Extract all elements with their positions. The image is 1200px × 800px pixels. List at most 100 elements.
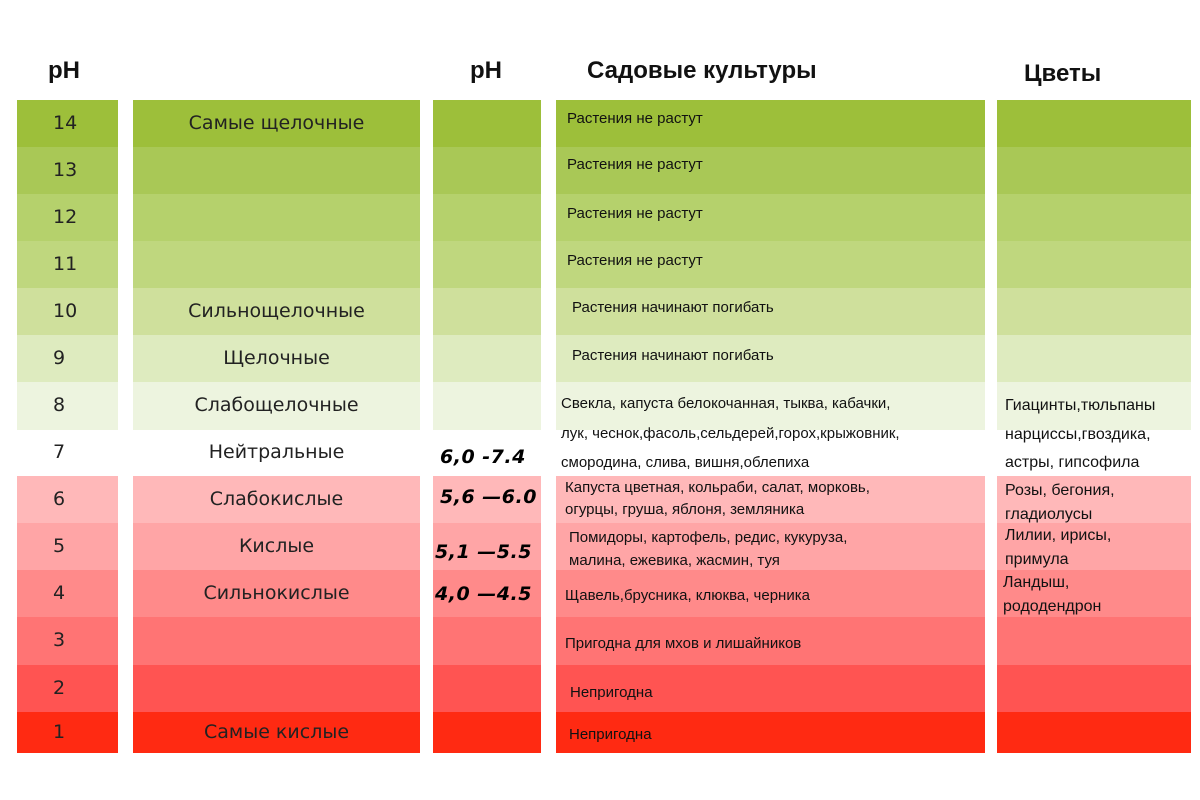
ph-range-neutral: 6,0 -7.4 — [440, 446, 526, 468]
acidity-name-cell-ph11 — [133, 241, 420, 288]
garden-cell-ph3 — [556, 617, 985, 665]
acidity-name-cell-ph3 — [133, 617, 420, 665]
acidity-name-cell-ph4 — [133, 570, 420, 617]
flowers-cell-ph11 — [997, 241, 1191, 288]
ph-range-cell-ph10 — [433, 288, 541, 335]
flowers-cell-ph14 — [997, 100, 1191, 147]
acidity-name-cell-ph10 — [133, 288, 420, 335]
garden-cell-ph9 — [556, 335, 985, 382]
garden-text-ph5-line1: Помидоры, картофель, редис, кукуруза, — [569, 529, 848, 546]
acidity-name: Нейтральные — [208, 441, 345, 463]
flowers-text-ph5-line1: Лилии, ирисы, — [1005, 527, 1112, 544]
acidity-name-cell-ph7 — [133, 430, 420, 476]
ph-value: 13 — [53, 159, 78, 181]
flowers-cell-ph9 — [997, 335, 1191, 382]
flowers-cell-ph1 — [997, 712, 1191, 753]
ph-value: 11 — [53, 253, 78, 275]
flowers-text-ph4-line2: рододендрон — [1003, 598, 1102, 615]
ph-value: 12 — [53, 206, 78, 228]
garden-cell-ph10 — [556, 288, 985, 335]
ph-value: 8 — [53, 394, 66, 416]
garden-text-ph1: Непригодна — [569, 726, 652, 743]
ph-number-column: 14 13 12 11 10 9 8 7 6 5 4 3 2 1 — [17, 100, 118, 753]
ph-number-cell-ph11 — [17, 241, 118, 288]
ph-value: 3 — [53, 629, 66, 651]
acidity-name-cell-ph9 — [133, 335, 420, 382]
garden-text-ph2: Непригодна — [570, 684, 653, 701]
ph-range-cell-ph4 — [433, 570, 541, 617]
garden-cell-ph5 — [556, 523, 985, 570]
ph-header-middle: pH — [470, 57, 502, 84]
flowers-header: Цветы — [1024, 60, 1102, 87]
ph-value: 1 — [53, 721, 66, 743]
ph-number-cell-ph8 — [17, 382, 118, 430]
ph-range-cell-ph6 — [433, 476, 541, 523]
garden-text-ph6-line1: Капуста цветная, кольраби, салат, морков… — [565, 479, 870, 496]
acidity-name-cell-ph13 — [133, 147, 420, 194]
garden-text-ph8-line2: лук, чеснок,фасоль,сельдерей,горох,крыжо… — [561, 425, 900, 442]
flowers-cell-ph12 — [997, 194, 1191, 241]
flowers-cell-ph7 — [997, 430, 1191, 476]
acidity-name: Щелочные — [223, 347, 330, 369]
ph-value: 4 — [53, 582, 66, 604]
acidity-name-cell-ph6 — [133, 476, 420, 523]
garden-cell-ph7 — [556, 430, 985, 476]
garden-text-ph12: Растения не растут — [567, 205, 703, 222]
flowers-text-ph6-line2: гладиолусы — [1005, 506, 1093, 523]
garden-cell-ph2 — [556, 665, 985, 712]
ph-range-cell-ph13 — [433, 147, 541, 194]
flowers-cell-ph2 — [997, 665, 1191, 712]
ph-number-cell-ph2 — [17, 665, 118, 712]
ph-number-cell-ph9 — [17, 335, 118, 382]
garden-cell-ph4 — [556, 570, 985, 617]
ph-range-cell-ph2 — [433, 665, 541, 712]
garden-text-ph3: Пригодна для мхов и лишайников — [565, 635, 802, 652]
garden-crops-column — [556, 100, 985, 753]
flowers-cell-ph4 — [997, 570, 1191, 617]
ph-value: 2 — [53, 677, 66, 699]
acidity-name: Сильнощелочные — [188, 300, 365, 322]
ph-number-cell-ph3 — [17, 617, 118, 665]
acidity-name: Самые щелочные — [188, 112, 365, 134]
acidity-name: Слабокислые — [209, 488, 344, 510]
ph-range-strongly-acidic: 4,0 —4.5 — [435, 583, 532, 605]
garden-text-ph14: Растения не растут — [567, 110, 703, 127]
garden-text-ph10: Растения начинают погибать — [572, 299, 774, 316]
ph-number-cell-ph13 — [17, 147, 118, 194]
garden-text-ph4: Щавель,брусника, клюква, черника — [565, 587, 810, 604]
flowers-text-ph6-line1: Розы, бегония, — [1005, 482, 1115, 499]
garden-cell-ph13 — [556, 147, 985, 194]
ph-range-slightly-acidic: 5,6 —6.0 — [440, 486, 537, 508]
ph-range-cell-ph9 — [433, 335, 541, 382]
ph-range-cell-ph5 — [433, 523, 541, 570]
ph-range-cell-ph7 — [433, 430, 541, 476]
flowers-cell-ph3 — [997, 617, 1191, 665]
garden-cell-ph8 — [556, 382, 985, 430]
ph-value: 9 — [53, 347, 66, 369]
acidity-name-column: Самые щелочные Сильнощелочные Щелочные Слаб… — [133, 100, 420, 753]
garden-text-ph13: Растения не растут — [567, 156, 703, 173]
flowers-text-ph8-line1: Гиацинты,тюльпаны — [1005, 397, 1156, 414]
acidity-name: Сильнокислые — [203, 582, 350, 604]
flowers-text-ph4-line1: Ландыш, — [1003, 574, 1070, 591]
garden-text-ph8-line1: Свекла, капуста белокочанная, тыква, каб… — [561, 395, 891, 412]
flowers-cell-ph6 — [997, 476, 1191, 523]
acidity-name-cell-ph8 — [133, 382, 420, 430]
ph-range-cell-ph11 — [433, 241, 541, 288]
ph-number-cell-ph1 — [17, 712, 118, 753]
acidity-name-cell-ph5 — [133, 523, 420, 570]
acidity-name: Слабощелочные — [194, 394, 359, 416]
acidity-name-cell-ph2 — [133, 665, 420, 712]
ph-range-cell-ph12 — [433, 194, 541, 241]
flowers-cell-ph5 — [997, 523, 1191, 570]
ph-number-cell-ph10 — [17, 288, 118, 335]
ph-value: 7 — [53, 441, 66, 463]
flowers-text-ph8-line2: нарциссы,гвоздика, — [1005, 426, 1151, 443]
garden-cell-ph14 — [556, 100, 985, 147]
garden-text-ph11: Растения не растут — [567, 252, 703, 269]
acidity-name-cell-ph1 — [133, 712, 420, 753]
ph-number-cell-ph5 — [17, 523, 118, 570]
ph-range-acidic: 5,1 —5.5 — [435, 541, 532, 563]
garden-cell-ph1 — [556, 712, 985, 753]
garden-text-ph5-line2: малина, ежевика, жасмин, туя — [569, 552, 780, 569]
